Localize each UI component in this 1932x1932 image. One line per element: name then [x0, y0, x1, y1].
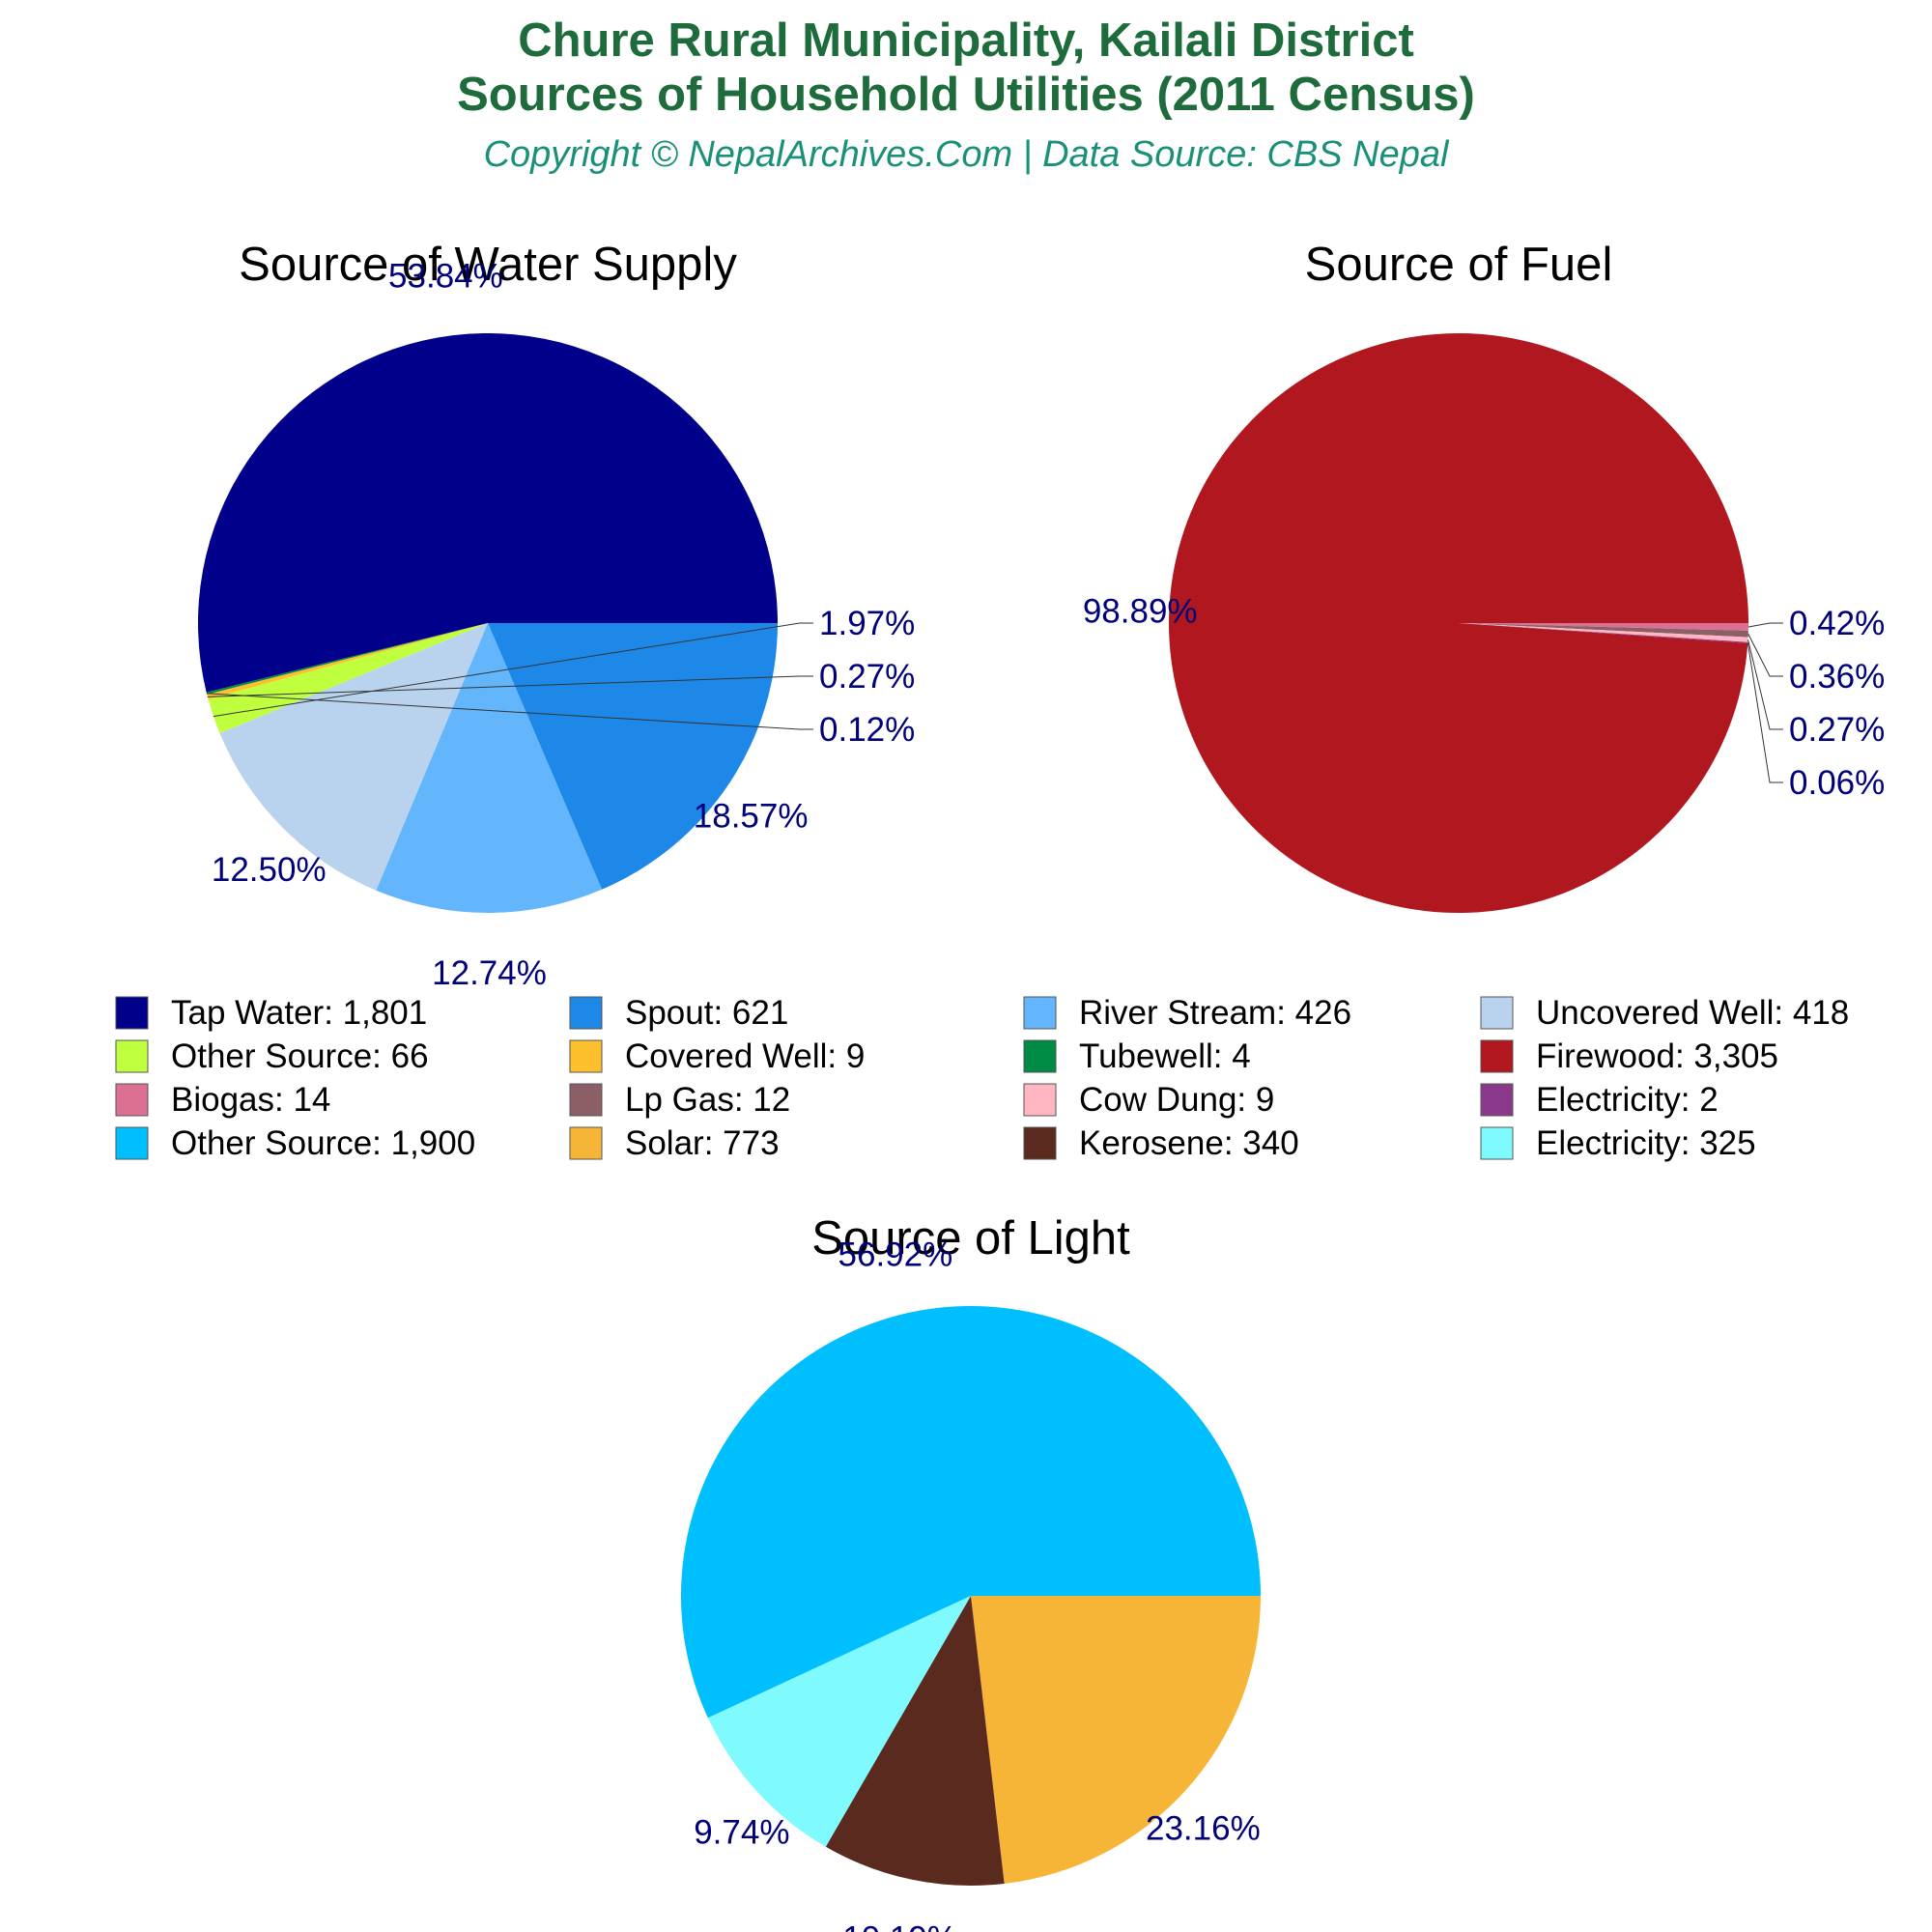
- pie-percent-label: 56.92%: [838, 1236, 953, 1274]
- pie-slice-biogas: [1459, 623, 1748, 631]
- pie-percent-label: 0.06%: [1789, 764, 1885, 802]
- legend-entry: Cow Dung: 9: [1079, 1081, 1274, 1119]
- pie-slice-solar: [971, 1596, 1261, 1884]
- pie-percent-label: 12.74%: [432, 954, 547, 992]
- legend: Tap Water: 1,801 Spout: 621 River Stream: …: [115, 994, 1849, 1162]
- pie-percent-label: 10.19%: [842, 1919, 957, 1932]
- callout-line: [1747, 639, 1783, 730]
- legend-entry: Solar: 773: [625, 1124, 780, 1162]
- pie-percent-label: 18.57%: [694, 797, 809, 835]
- pie-title: Source of Water Supply: [239, 239, 737, 291]
- pie-slice-tap-water: [198, 333, 778, 693]
- pie-slice-tubewell: [206, 623, 488, 695]
- pie-percent-label: 0.27%: [819, 658, 915, 696]
- legend-swatch: [1023, 1083, 1057, 1117]
- pie-title: Source of Light: [811, 1212, 1130, 1264]
- legend-swatch: [115, 996, 149, 1030]
- legend-entry: Firewood: 3,305: [1536, 1037, 1778, 1075]
- pie-slice-cow-dung: [1459, 623, 1748, 642]
- legend-entry: Other Source: 66: [171, 1037, 429, 1075]
- pie-percent-label: 1.97%: [819, 605, 915, 642]
- pie-percent-label: 0.27%: [1789, 711, 1885, 749]
- pie-percent-label: 0.12%: [819, 711, 915, 749]
- legend-swatch: [1480, 1126, 1514, 1160]
- pie-slice-spout: [488, 623, 778, 890]
- pie-slice-other-source: [680, 1305, 1261, 1719]
- legend-entry: Tap Water: 1,801: [171, 994, 427, 1032]
- callout-line: [1747, 642, 1783, 783]
- pie-percent-label: 12.50%: [212, 851, 327, 889]
- legend-entry: Covered Well: 9: [625, 1037, 865, 1075]
- legend-entry: Electricity: 2: [1536, 1081, 1719, 1119]
- legend-swatch: [1023, 1039, 1057, 1073]
- callout-line: [213, 622, 813, 718]
- pie-slice-covered-well: [207, 623, 489, 699]
- legend-entry: Tubewell: 4: [1079, 1037, 1251, 1075]
- pie-percent-label: 98.89%: [1083, 592, 1198, 630]
- pie-percent-label: 53.84%: [388, 258, 503, 296]
- callout-line: [1747, 622, 1783, 628]
- legend-swatch: [115, 1126, 149, 1160]
- pie-slice-lp-gas: [1459, 623, 1748, 638]
- callout-line: [1747, 634, 1783, 677]
- legend-swatch: [1480, 1039, 1514, 1073]
- legend-entry: Kerosene: 340: [1079, 1124, 1299, 1162]
- main-title-line2: Sources of Household Utilities (2011 Cen…: [457, 69, 1475, 121]
- pie-slice-kerosene: [825, 1596, 1005, 1887]
- pie-percent-label: 9.74%: [694, 1813, 789, 1851]
- legend-swatch: [1023, 1126, 1057, 1160]
- fuel-pie: Source of Fuel 98.89% 0.42% 0.36% 0.27% 0.06%: [1083, 239, 1885, 913]
- legend-entry: Lp Gas: 12: [625, 1081, 790, 1119]
- legend-entry: Other Source: 1,900: [171, 1124, 475, 1162]
- legend-swatch: [569, 1083, 603, 1117]
- legend-swatch: [1023, 996, 1057, 1030]
- pie-slice-firewood: [1169, 332, 1748, 913]
- pie-title: Source of Fuel: [1305, 239, 1613, 291]
- callout-line: [207, 675, 813, 697]
- legend-swatch: [1480, 996, 1514, 1030]
- pie-percent-label: 23.16%: [1146, 1810, 1261, 1848]
- legend-entry: Uncovered Well: 418: [1536, 994, 1849, 1032]
- callout-line: [206, 693, 813, 730]
- legend-swatch: [569, 1126, 603, 1160]
- legend-swatch: [115, 1039, 149, 1073]
- legend-entry: Spout: 621: [625, 994, 788, 1032]
- pie-percent-label: 0.36%: [1789, 658, 1885, 696]
- pie-percent-label: 0.42%: [1789, 605, 1885, 642]
- legend-entry: Electricity: 325: [1536, 1124, 1756, 1162]
- legend-swatch: [1480, 1083, 1514, 1117]
- main-title-line1: Chure Rural Municipality, Kailali Distri…: [518, 14, 1414, 67]
- pie-slice-electricity: [1459, 623, 1748, 643]
- pie-slice-river-stream: [376, 623, 603, 914]
- pie-slice-electricity: [707, 1596, 971, 1847]
- pie-slice-uncovered-well: [219, 623, 489, 891]
- legend-entry: River Stream: 426: [1079, 994, 1351, 1032]
- copyright-subtitle: Copyright © NepalArchives.Com | Data Sou…: [484, 134, 1450, 175]
- legend-swatch: [115, 1083, 149, 1117]
- legend-entry: Biogas: 14: [171, 1081, 330, 1119]
- legend-swatch: [569, 996, 603, 1030]
- legend-swatch: [569, 1039, 603, 1073]
